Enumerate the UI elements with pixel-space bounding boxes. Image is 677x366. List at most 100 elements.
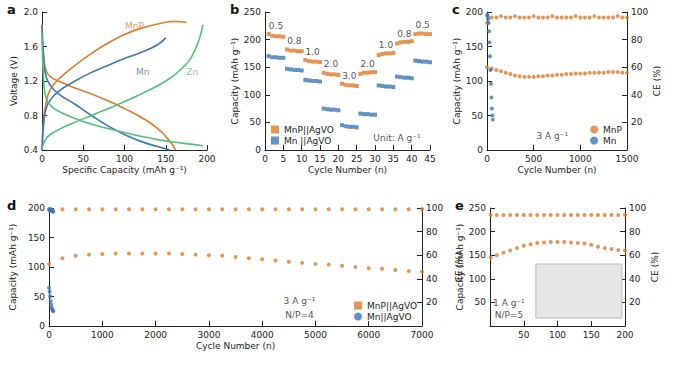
svg-text:50: 50 [518,330,530,340]
svg-text:Mn: Mn [603,136,616,146]
svg-text:0.5: 0.5 [416,20,430,30]
svg-text:20: 20 [333,154,345,164]
svg-text:1.6: 1.6 [24,42,39,52]
svg-text:4000: 4000 [251,330,274,340]
svg-text:MnP: MnP [125,21,144,31]
svg-text:15: 15 [314,154,325,164]
svg-text:Capacity (mAh g⁻¹): Capacity (mAh g⁻¹) [452,38,462,125]
svg-text:0.4: 0.4 [24,145,39,155]
svg-text:500: 500 [525,154,542,164]
svg-text:35: 35 [388,154,399,164]
svg-text:MnP: MnP [603,125,622,135]
svg-text:50: 50 [472,111,484,121]
svg-text:80: 80 [631,35,643,45]
svg-text:Cycle Number (n): Cycle Number (n) [196,341,275,351]
svg-text:50: 50 [475,297,487,307]
svg-text:50: 50 [34,292,46,302]
svg-text:b: b [230,2,239,17]
svg-text:Cycle Number (n): Cycle Number (n) [308,165,387,175]
svg-text:150: 150 [583,330,600,340]
svg-text:d: d [7,198,16,213]
svg-text:100: 100 [116,154,133,164]
svg-text:N/P=5: N/P=5 [495,310,523,320]
svg-text:0: 0 [484,154,490,164]
svg-text:3.0: 3.0 [342,71,357,81]
svg-text:Unit: A g⁻¹: Unit: A g⁻¹ [373,133,421,143]
svg-text:a: a [7,2,16,17]
svg-text:0.8: 0.8 [24,111,39,121]
svg-text:40: 40 [631,90,643,100]
svg-text:0: 0 [39,154,45,164]
svg-text:e: e [455,198,464,213]
svg-text:200: 200 [28,203,45,213]
svg-text:Capacity (mAh g⁻¹): Capacity (mAh g⁻¹) [455,224,465,311]
svg-text:100: 100 [469,274,486,284]
svg-text:Mn ||AgVO: Mn ||AgVO [284,136,331,146]
svg-text:5000: 5000 [304,330,327,340]
svg-text:1500: 1500 [616,154,639,164]
svg-text:MnP||AgVO: MnP||AgVO [367,301,417,311]
svg-text:80: 80 [629,227,641,237]
svg-text:2.0: 2.0 [324,59,339,69]
svg-text:1000: 1000 [569,154,592,164]
svg-text:3 A g⁻¹: 3 A g⁻¹ [284,296,316,306]
svg-text:c: c [452,2,460,17]
svg-text:150: 150 [466,42,483,52]
svg-text:0.5: 0.5 [269,21,283,31]
svg-text:60: 60 [631,62,643,72]
svg-text:150: 150 [244,62,261,72]
svg-text:60: 60 [426,250,438,260]
svg-text:MnP||AgVO: MnP||AgVO [284,125,334,135]
svg-text:80: 80 [426,227,438,237]
svg-text:3 A g⁻¹: 3 A g⁻¹ [536,131,568,141]
svg-text:Capacity (mAh g⁻¹): Capacity (mAh g⁻¹) [230,38,240,125]
svg-text:Voltage (V): Voltage (V) [9,56,19,106]
svg-text:0: 0 [477,145,483,155]
svg-text:1.0: 1.0 [379,40,394,50]
svg-text:100: 100 [466,76,483,86]
svg-text:2.0: 2.0 [24,7,39,17]
svg-text:1000: 1000 [91,330,114,340]
svg-text:2.0: 2.0 [361,59,376,69]
svg-text:40: 40 [629,274,641,284]
svg-text:0: 0 [255,145,261,155]
svg-text:100: 100 [629,203,646,213]
svg-text:1.2: 1.2 [24,76,38,86]
svg-text:100: 100 [631,7,648,17]
svg-text:150: 150 [469,250,486,260]
svg-text:6000: 6000 [357,330,380,340]
svg-text:Mn: Mn [136,67,149,77]
svg-text:7000: 7000 [411,330,434,340]
svg-text:2000: 2000 [144,330,167,340]
svg-text:50: 50 [78,154,90,164]
svg-text:45: 45 [424,154,435,164]
svg-text:200: 200 [244,35,261,45]
svg-text:250: 250 [244,7,261,17]
svg-text:20: 20 [426,297,438,307]
svg-text:100: 100 [244,90,261,100]
svg-text:Specific Capacity (mAh g⁻¹): Specific Capacity (mAh g⁻¹) [62,165,187,175]
svg-text:0.8: 0.8 [397,29,412,39]
svg-text:60: 60 [629,250,641,260]
svg-text:30: 30 [369,154,381,164]
svg-text:10: 10 [296,154,308,164]
svg-text:0: 0 [39,321,45,331]
svg-text:Zn: Zn [186,67,198,77]
svg-text:40: 40 [406,154,418,164]
svg-text:20: 20 [629,297,641,307]
svg-text:CE (%): CE (%) [652,66,662,96]
svg-text:20: 20 [631,117,643,127]
svg-text:1.0: 1.0 [306,47,321,57]
svg-text:0: 0 [46,330,52,340]
svg-text:Mn||AgVO: Mn||AgVO [367,312,412,322]
svg-text:150: 150 [28,233,45,243]
svg-text:100: 100 [28,262,45,272]
svg-text:40: 40 [426,274,438,284]
svg-text:50: 50 [250,117,262,127]
svg-text:200: 200 [469,227,486,237]
svg-text:250: 250 [469,203,486,213]
svg-text:0.8: 0.8 [287,36,302,46]
svg-text:25: 25 [351,154,362,164]
svg-text:100: 100 [426,203,443,213]
svg-text:3000: 3000 [197,330,220,340]
